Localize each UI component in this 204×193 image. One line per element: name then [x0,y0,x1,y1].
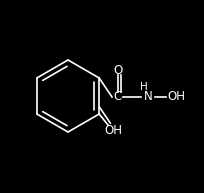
Text: OH: OH [104,124,122,136]
Text: O: O [113,63,123,76]
Text: C: C [114,91,122,103]
Text: OH: OH [167,91,185,103]
Text: H: H [140,82,148,92]
Text: N: N [144,91,152,103]
